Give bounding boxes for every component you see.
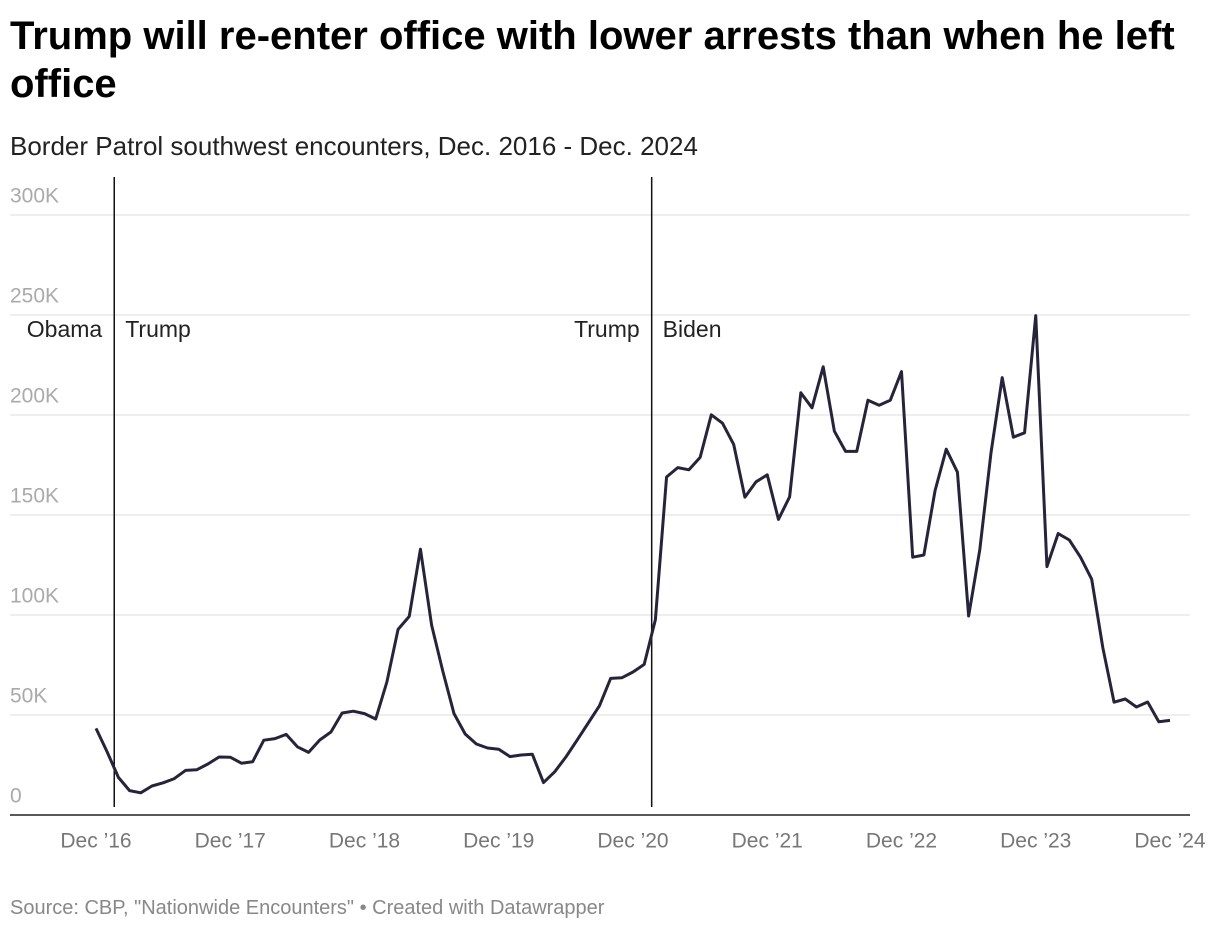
y-tick-label: 0 bbox=[10, 785, 22, 808]
annotation-label: Trump bbox=[574, 316, 640, 342]
x-tick-label: Dec ’22 bbox=[866, 830, 937, 853]
x-tick-label: Dec ’18 bbox=[329, 830, 400, 853]
x-tick-label: Dec ’24 bbox=[1134, 830, 1206, 853]
y-tick-label: 50K bbox=[10, 685, 47, 708]
x-tick-label: Dec ’21 bbox=[732, 830, 803, 853]
chart-subtitle: Border Patrol southwest encounters, Dec.… bbox=[10, 131, 698, 161]
y-tick-label: 300K bbox=[10, 185, 59, 208]
annotation-label: Obama bbox=[27, 316, 103, 342]
source-note: Source: CBP, "Nationwide Encounters" • C… bbox=[10, 897, 605, 919]
data-line bbox=[94, 314, 1171, 795]
annotation-label: Trump bbox=[125, 316, 191, 342]
x-tick-label: Dec ’23 bbox=[1000, 830, 1071, 853]
x-tick-label: Dec ’16 bbox=[60, 830, 131, 853]
x-tick-label: Dec ’19 bbox=[463, 830, 534, 853]
annotation-label: Biden bbox=[663, 316, 722, 342]
y-tick-label: 100K bbox=[10, 585, 59, 608]
x-tick-label: Dec ’20 bbox=[597, 830, 668, 853]
x-tick-label: Dec ’17 bbox=[195, 830, 266, 853]
y-tick-label: 250K bbox=[10, 285, 59, 308]
y-tick-label: 150K bbox=[10, 485, 59, 508]
y-tick-label: 200K bbox=[10, 385, 59, 408]
chart-title: Trump will re-enter office with lower ar… bbox=[10, 14, 1175, 106]
